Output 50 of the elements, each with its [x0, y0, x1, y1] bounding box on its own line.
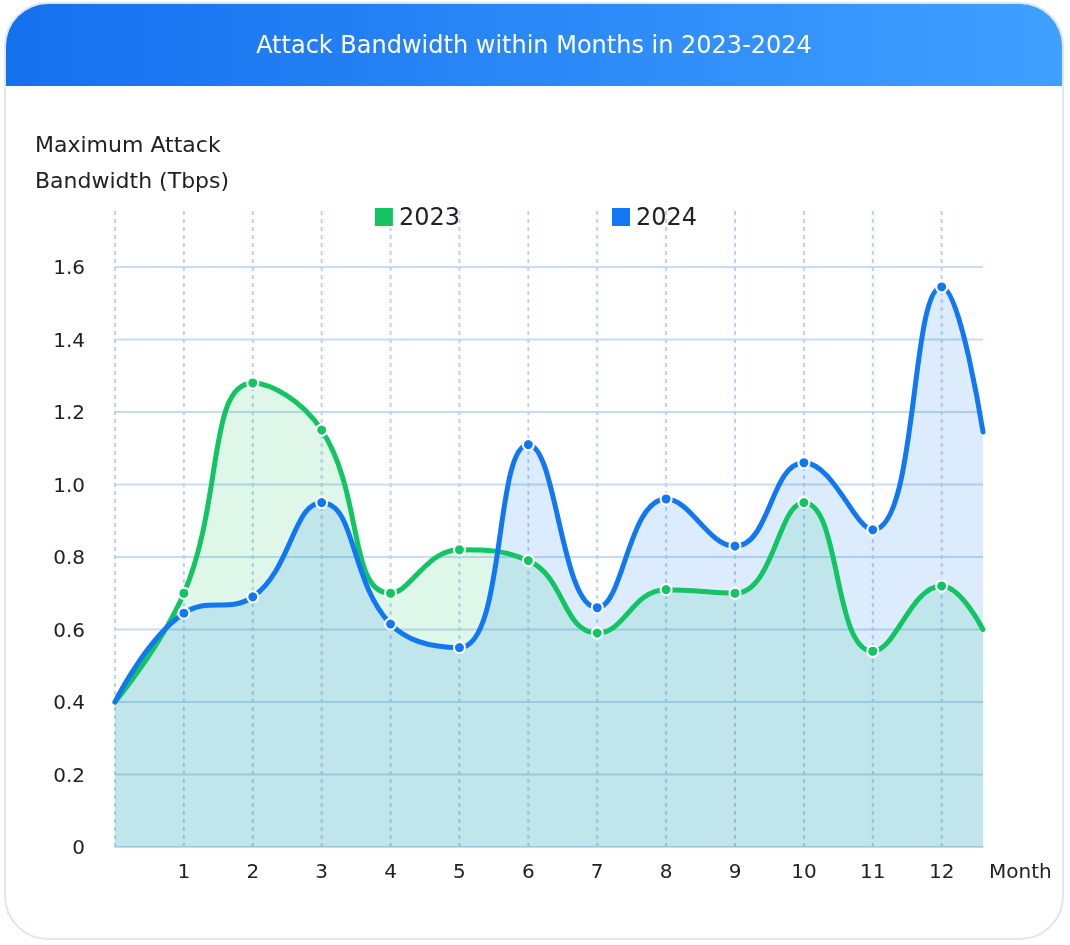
point	[452, 641, 466, 655]
point	[728, 586, 742, 600]
point	[384, 586, 398, 600]
y-tick-label: 1.4	[53, 327, 85, 352]
point	[384, 617, 398, 631]
point	[521, 554, 535, 568]
point	[590, 601, 604, 615]
legend-label: 2024	[636, 203, 698, 231]
point	[866, 523, 880, 537]
point	[935, 280, 949, 294]
point	[315, 423, 329, 437]
x-tick-label: 9	[728, 859, 742, 883]
x-tick-label: 7	[590, 859, 604, 883]
x-tick-label: 5	[453, 859, 466, 883]
point	[659, 583, 673, 597]
y-tick-label: 0.8	[53, 545, 85, 569]
y-tick-label: 1.2	[53, 400, 85, 424]
point	[728, 539, 742, 553]
y-tick-label: 1.6	[53, 255, 85, 279]
x-tick-label: 12	[928, 859, 955, 883]
point	[590, 626, 604, 640]
x-tick-label: 8	[659, 859, 673, 883]
y-tick-label: 0.2	[53, 762, 85, 787]
point	[935, 579, 949, 593]
point	[797, 496, 811, 510]
y-tick-label: 0	[72, 835, 85, 859]
x-axis-title: Month	[989, 859, 1052, 883]
point	[177, 586, 191, 600]
y-tick-label: 1.0	[53, 472, 85, 497]
point	[315, 496, 329, 510]
point	[246, 590, 260, 604]
point	[797, 456, 811, 470]
y-tick-label: 0.4	[53, 690, 85, 714]
y-axis-title: Maximum Attack Bandwidth (Tbps)	[35, 131, 230, 193]
point	[866, 644, 880, 658]
point	[659, 492, 673, 506]
x-tick-label: 10	[791, 859, 817, 883]
point	[452, 543, 466, 557]
point	[521, 438, 535, 452]
point	[246, 376, 260, 390]
point	[177, 606, 191, 620]
x-tick-label: 4	[384, 859, 397, 883]
legend-label: 2023	[398, 203, 460, 231]
y-tick-label: 0.6	[53, 617, 85, 642]
x-tick-label: 11	[860, 859, 886, 883]
x-tick-label: 6	[521, 859, 535, 883]
x-tick-label: 2	[246, 859, 260, 883]
x-tick-label: 3	[315, 859, 329, 883]
x-tick-label: 1	[177, 859, 191, 883]
chart-title: Attack Bandwidth within Months in 2023-2024	[6, 4, 1062, 86]
